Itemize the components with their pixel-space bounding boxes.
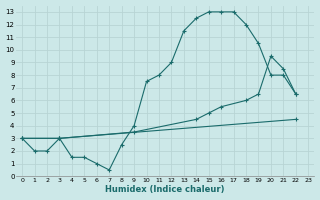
X-axis label: Humidex (Indice chaleur): Humidex (Indice chaleur): [106, 185, 225, 194]
